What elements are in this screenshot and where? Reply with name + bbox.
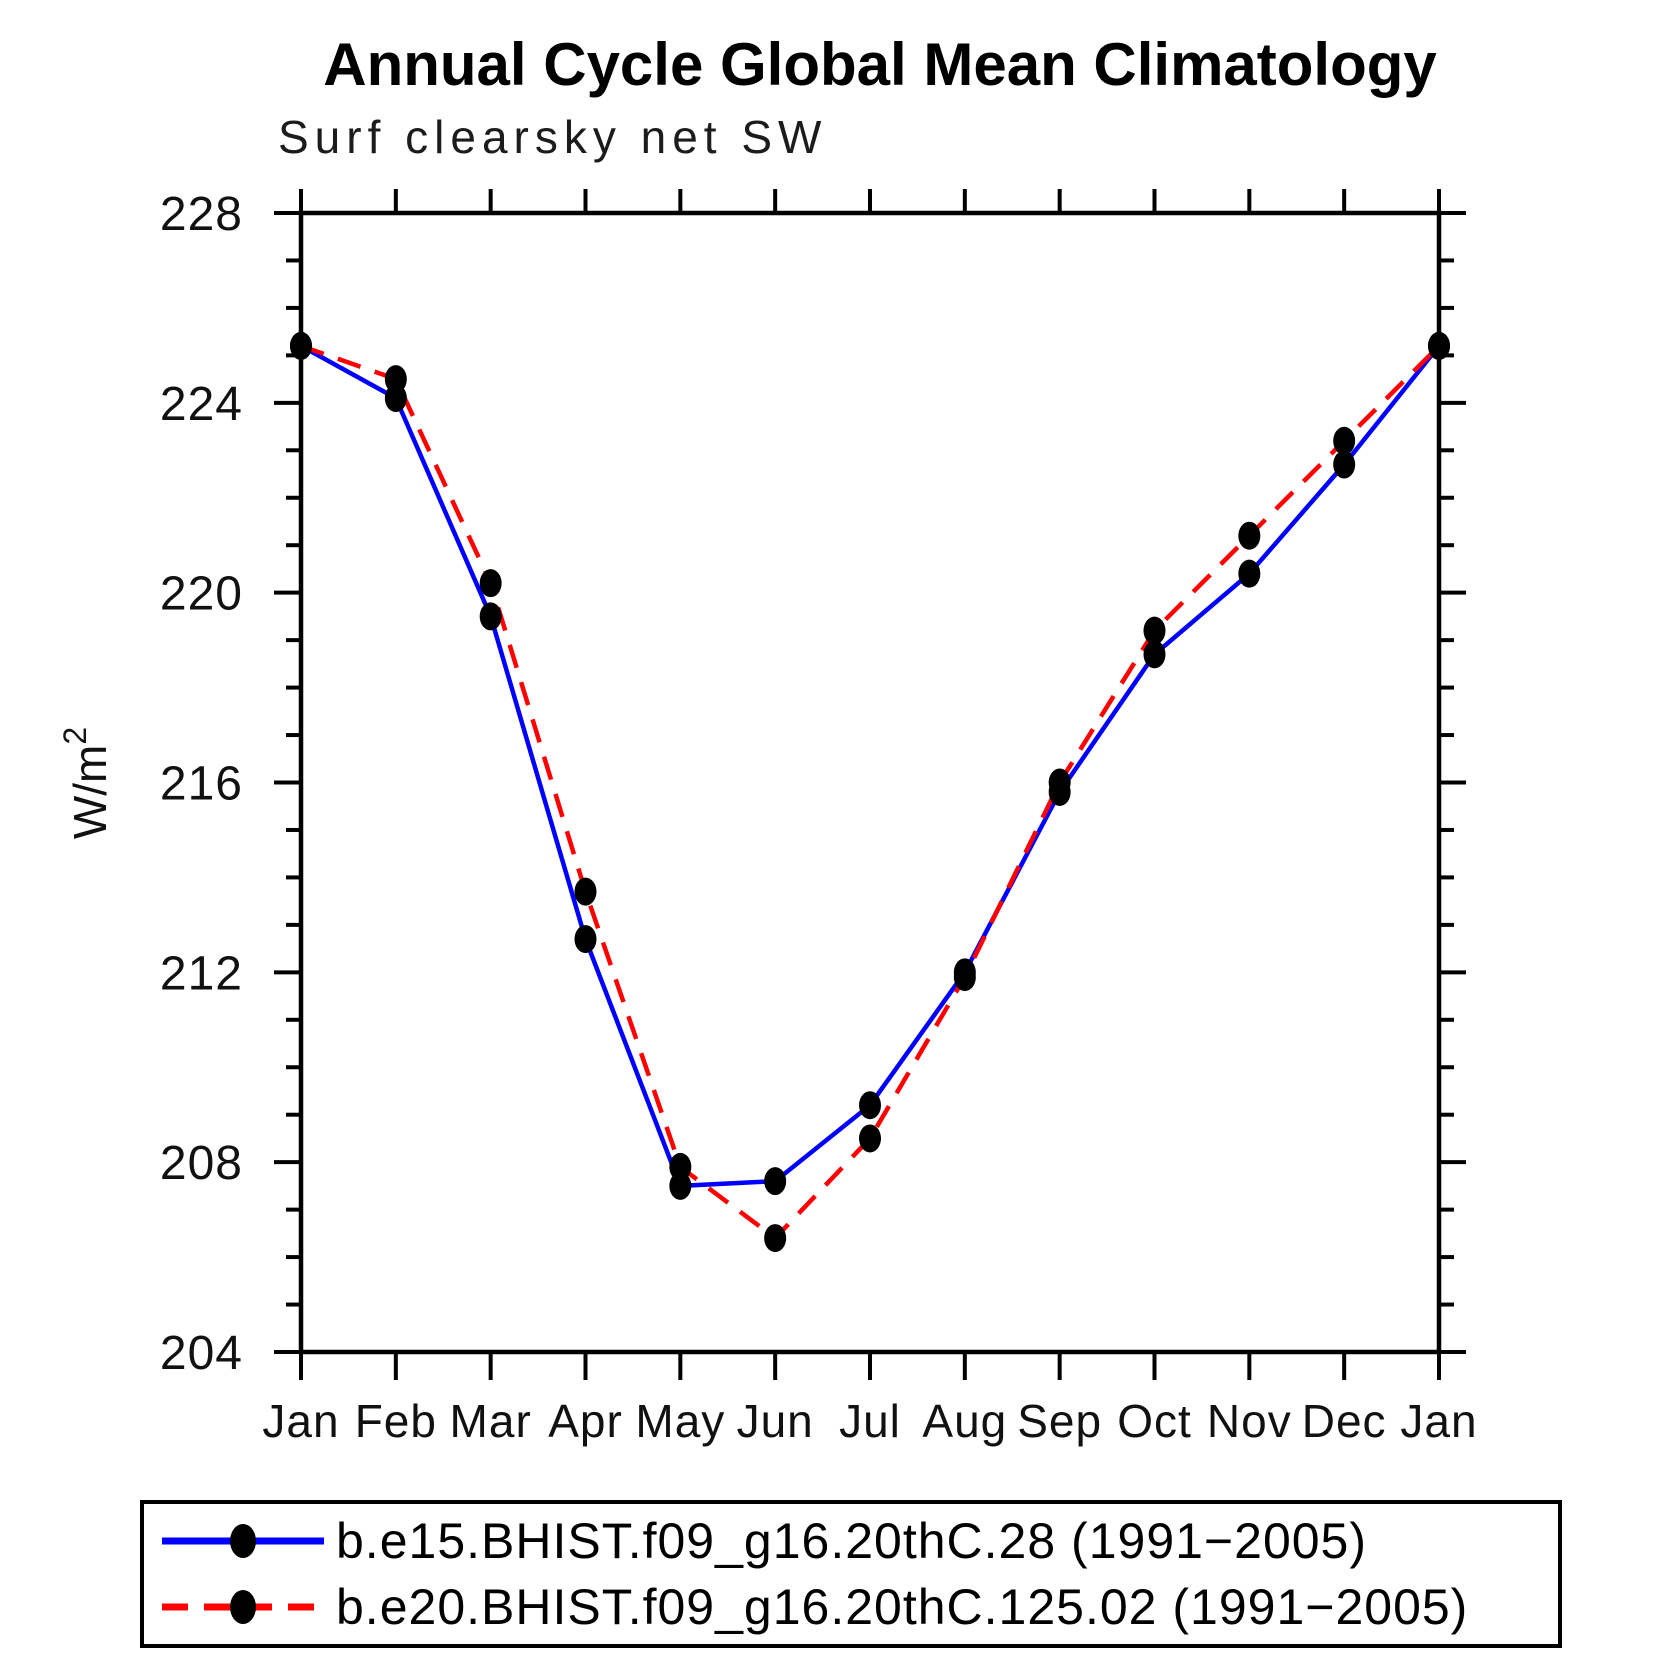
- data-point-marker: [1333, 450, 1356, 479]
- x-tick-label: Oct: [1117, 1395, 1192, 1447]
- y-tick-label: 224: [160, 378, 243, 431]
- y-tick-label: 208: [160, 1137, 243, 1190]
- data-point-marker: [574, 925, 597, 954]
- data-point-marker: [1143, 616, 1166, 645]
- x-tick-label: May: [635, 1395, 725, 1447]
- x-tick-label: Apr: [548, 1395, 623, 1447]
- x-tick-label: Mar: [450, 1395, 532, 1447]
- chart-subtitle: Surf clearsky net SW: [278, 111, 828, 163]
- legend-entry-red: b.e20.BHIST.f09_g16.20thC.125.02 (1991−2…: [154, 1576, 1554, 1638]
- data-point-marker: [1333, 426, 1356, 455]
- axis-ticks: [274, 189, 1466, 1380]
- data-point-marker: [1238, 559, 1261, 588]
- data-point-marker: [1428, 331, 1450, 360]
- data-point-marker: [1238, 521, 1261, 550]
- legend-line-sample-blue: [162, 1524, 324, 1558]
- data-point-marker: [859, 1091, 881, 1120]
- x-tick-label: Nov: [1207, 1395, 1292, 1447]
- series-line-0: [299, 343, 1441, 1189]
- data-point-marker: [764, 1224, 787, 1253]
- data-point-marker: [1048, 768, 1071, 797]
- x-tick-label: Dec: [1302, 1395, 1387, 1447]
- legend-line-sample-red: [162, 1590, 324, 1624]
- legend-marker-dot: [230, 1524, 256, 1558]
- legend-entry-blue: b.e15.BHIST.f09_g16.20thC.28 (1991−2005): [154, 1510, 1554, 1572]
- data-point-marker: [574, 877, 597, 906]
- data-point-marker: [290, 331, 312, 360]
- x-tick-label: Feb: [355, 1395, 437, 1447]
- chart-title: Annual Cycle Global Mean Climatology: [323, 31, 1437, 98]
- data-point-marker: [1143, 640, 1166, 669]
- y-tick-label: 228: [160, 188, 243, 241]
- x-tick-label: Jan: [1400, 1395, 1477, 1447]
- y-tick-label: 220: [160, 568, 243, 621]
- legend-label-blue: b.e15.BHIST.f09_g16.20thC.28 (1991−2005): [336, 1513, 1368, 1569]
- plot-frame: [298, 210, 1442, 1355]
- data-point-marker: [953, 963, 976, 992]
- x-tick-label: Sep: [1017, 1395, 1102, 1447]
- legend-marker-dot: [230, 1590, 256, 1624]
- data-point-marker: [479, 569, 502, 598]
- y-tick-label: 204: [160, 1327, 243, 1380]
- x-axis-labels: Jan Feb Mar Apr May Jun Jul Aug Sep Oct Nov Dec Jan: [262, 1395, 1477, 1447]
- y-axis-labels: 204 208 212 216 220 224 228: [160, 188, 243, 1380]
- x-tick-label: Aug: [922, 1395, 1007, 1447]
- data-point-marker: [859, 1124, 881, 1153]
- y-axis-title: W/m2: [57, 727, 116, 839]
- data-point-marker: [384, 365, 407, 394]
- x-tick-label: Jan: [262, 1395, 339, 1447]
- legend-label-red: b.e20.BHIST.f09_g16.20thC.125.02 (1991−2…: [336, 1579, 1469, 1635]
- series-markers: [290, 331, 1450, 1253]
- y-tick-label: 216: [160, 758, 243, 811]
- data-point-marker: [764, 1167, 787, 1196]
- data-point-marker: [479, 602, 502, 631]
- x-tick-label: Jun: [737, 1395, 814, 1447]
- x-tick-label: Jul: [839, 1395, 901, 1447]
- legend-box: b.e15.BHIST.f09_g16.20thC.28 (1991−2005)…: [140, 1500, 1562, 1648]
- y-tick-label: 212: [160, 947, 243, 1000]
- data-point-marker: [669, 1152, 692, 1181]
